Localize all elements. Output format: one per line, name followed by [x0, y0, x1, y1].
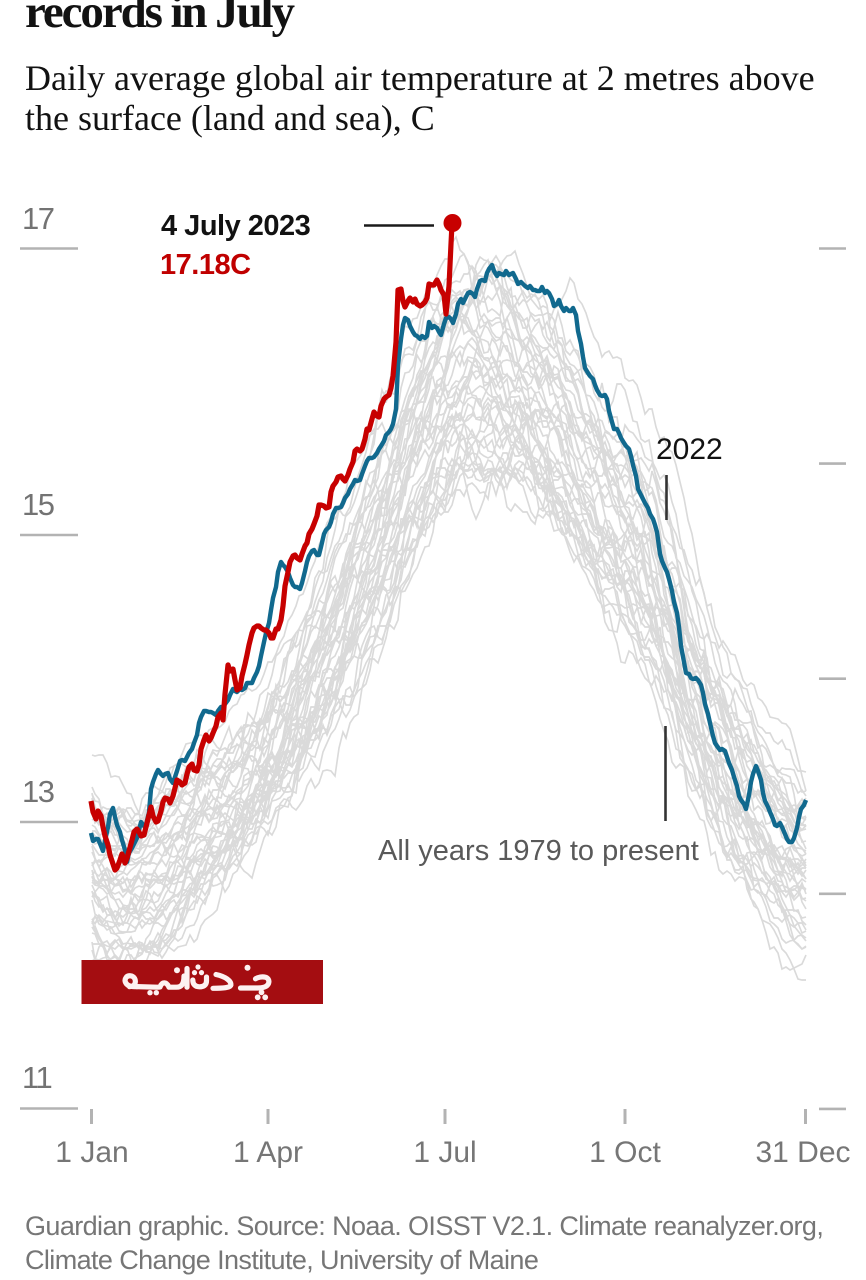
- svg-text:2022: 2022: [656, 433, 723, 466]
- svg-text:13: 13: [22, 774, 54, 809]
- svg-text:1 Jul: 1 Jul: [413, 1136, 476, 1169]
- svg-text:31 Dec: 31 Dec: [755, 1136, 850, 1169]
- svg-text:All years 1979 to present: All years 1979 to present: [378, 835, 699, 867]
- svg-text:1 Jan: 1 Jan: [55, 1136, 128, 1169]
- svg-text:1 Oct: 1 Oct: [589, 1136, 661, 1169]
- svg-text:4 July 2023: 4 July 2023: [161, 210, 311, 242]
- svg-text:17.18C: 17.18C: [160, 249, 251, 281]
- svg-text:17: 17: [22, 201, 54, 236]
- svg-text:1 Apr: 1 Apr: [233, 1136, 303, 1169]
- svg-text:11: 11: [22, 1060, 51, 1095]
- svg-text:15: 15: [22, 487, 54, 522]
